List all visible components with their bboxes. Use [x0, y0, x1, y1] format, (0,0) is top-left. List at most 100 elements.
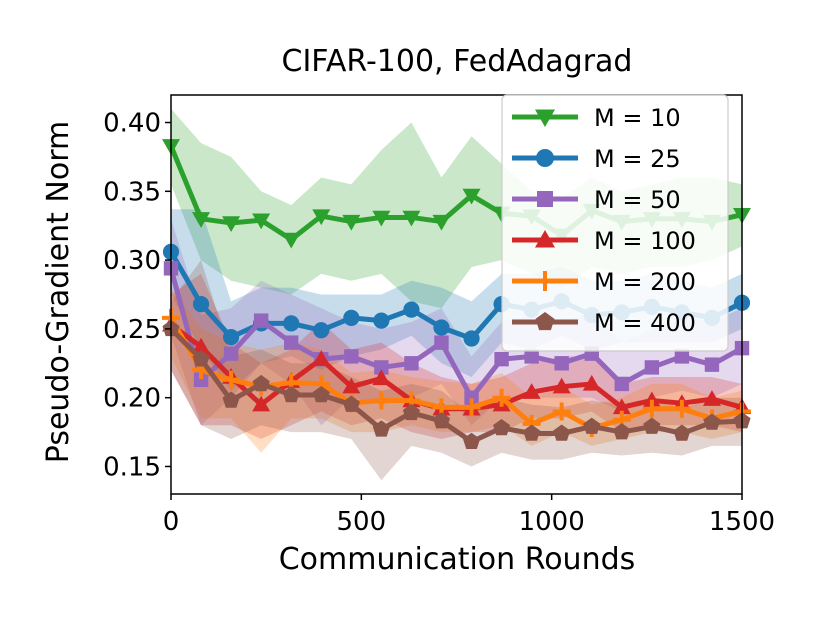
series-0-point-9 — [432, 214, 451, 231]
series-5-point-6 — [342, 395, 360, 412]
y-tick-label-5: 0.40 — [103, 109, 161, 139]
legend-entry-1: M = 25 — [512, 145, 681, 173]
series-3-point-15 — [612, 398, 631, 415]
legend-entry-3: M = 100 — [512, 227, 696, 255]
series-2-point-1 — [193, 372, 209, 388]
series-0-point-4 — [282, 232, 301, 249]
series-4-point-11 — [492, 388, 511, 407]
series-0-point-7 — [372, 210, 391, 227]
legend-label-2: M = 50 — [594, 186, 681, 214]
series-4-point-16 — [642, 399, 661, 418]
series-5-point-9 — [432, 412, 451, 429]
series-4-point-17 — [672, 399, 691, 418]
series-3-point-5 — [312, 350, 331, 366]
y-tick-label-3: 0.30 — [103, 246, 161, 276]
x-axis: 0 500 1000 1500 — [163, 494, 775, 537]
series-2-point-10 — [464, 390, 479, 405]
series-4-point-10 — [462, 398, 481, 417]
series-5-point-18 — [703, 413, 721, 430]
series-2-point-4 — [284, 335, 299, 350]
legend-entry-4: M = 200 — [512, 268, 696, 296]
series-1-point-8 — [403, 301, 420, 318]
series-5-point-11 — [493, 418, 511, 436]
series-4-point-2 — [222, 370, 241, 389]
series-3-point-13 — [552, 377, 571, 394]
series-3-point-7 — [372, 369, 391, 386]
series-3-point-3 — [252, 395, 271, 412]
series-2-point-9 — [434, 335, 449, 350]
series-1-point-2 — [223, 329, 240, 346]
x-tick-label-3: 1500 — [709, 507, 775, 537]
series-0-point-8 — [402, 210, 421, 227]
series-1-point-5 — [313, 322, 330, 339]
legend-label-5: M = 400 — [594, 309, 696, 337]
series-3-point-1 — [192, 337, 211, 354]
legend-label-0: M = 10 — [594, 104, 681, 132]
series-5-point-17 — [673, 424, 691, 441]
series-5-point-13 — [553, 424, 571, 441]
series-1-point-10 — [463, 330, 480, 347]
legend-label-3: M = 100 — [594, 227, 696, 255]
series-3-point-6 — [342, 377, 361, 394]
y-axis: 0.15 0.20 0.25 0.30 0.35 0.40 — [103, 109, 171, 482]
y-tick-label-4: 0.35 — [103, 177, 161, 207]
series-2-point-8 — [404, 356, 419, 371]
series-5 — [162, 319, 751, 449]
series-5-point-3 — [252, 374, 270, 392]
x-tick-label-1: 500 — [337, 507, 387, 537]
legend: M = 10 M = 25 M = 50 M = 100 M = 200 M = 400 — [501, 94, 729, 352]
chart-title: CIFAR-100, FedAdagrad — [282, 44, 633, 79]
series-3-point-14 — [582, 374, 601, 391]
series-0-point-2 — [222, 216, 241, 232]
series-5-point-2 — [222, 391, 240, 408]
plot-frame — [170, 94, 743, 495]
series-0-point-10 — [462, 188, 481, 205]
series-2-point-6 — [344, 349, 359, 364]
series-3-point-18 — [702, 390, 721, 406]
series-5-point-8 — [402, 403, 420, 421]
series-2-point-3 — [253, 313, 269, 328]
legend-marker-3 — [535, 230, 555, 248]
series-0-point-1 — [192, 212, 211, 228]
series-5-point-16 — [643, 417, 661, 434]
series-3-point-16 — [642, 391, 661, 408]
legend-marker-5 — [535, 312, 555, 331]
series-2-point-7 — [374, 360, 389, 375]
series-1-point-9 — [433, 319, 450, 336]
series-2-point-13 — [554, 356, 569, 371]
series-5-point-12 — [523, 424, 541, 441]
legend-label-4: M = 200 — [594, 268, 696, 296]
legend-entry-2: M = 50 — [512, 186, 681, 214]
legend-marker-0 — [535, 109, 555, 127]
legend-marker-2 — [537, 191, 553, 207]
legend-label-1: M = 25 — [594, 145, 681, 173]
series-1-point-6 — [343, 309, 360, 326]
series-2-point-12 — [524, 349, 539, 364]
series-0-point-5 — [312, 209, 331, 226]
series-2-point-15 — [614, 376, 629, 392]
series-2-point-17 — [674, 349, 690, 364]
legend-marker-1 — [536, 149, 554, 167]
series-1-point-4 — [283, 315, 300, 332]
series-2-point-11 — [494, 351, 509, 367]
x-axis-label: Communication Rounds — [279, 542, 636, 577]
legend-marker-4 — [535, 271, 555, 291]
series-3-point-12 — [522, 383, 541, 399]
series-5-point-7 — [372, 420, 390, 437]
series-0-point-3 — [252, 213, 271, 230]
band-2 — [171, 218, 742, 426]
legend-entry-5: M = 400 — [512, 309, 696, 337]
band-4 — [171, 287, 742, 453]
series-1-point-7 — [373, 312, 390, 329]
y-tick-label-1: 0.20 — [103, 384, 161, 414]
series-0-point-6 — [342, 214, 361, 231]
series-5-point-5 — [312, 385, 330, 403]
y-tick-label-2: 0.25 — [103, 315, 161, 345]
series-2-point-18 — [704, 357, 720, 372]
series-2-point-2 — [223, 346, 239, 361]
series-1-point-1 — [192, 296, 210, 313]
series-4-point-13 — [552, 402, 571, 421]
y-axis-label: Pseudo-Gradient Norm — [41, 121, 76, 463]
series-5-point-10 — [462, 432, 481, 449]
